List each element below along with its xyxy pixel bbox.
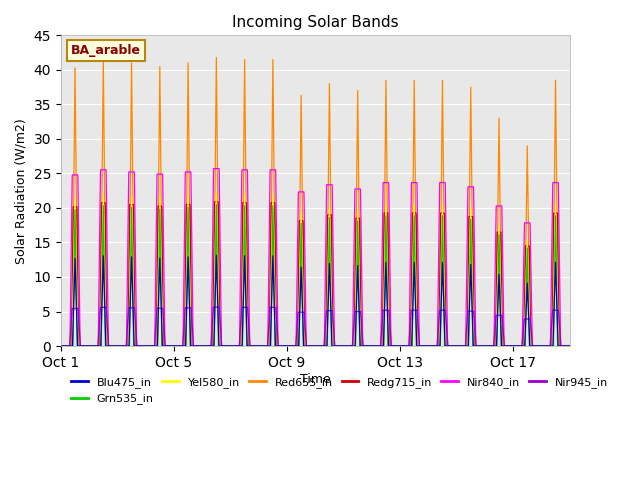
Text: BA_arable: BA_arable xyxy=(71,44,141,57)
Legend: Blu475_in, Grn535_in, Yel580_in, Red655_in, Redg715_in, Nir840_in, Nir945_in: Blu475_in, Grn535_in, Yel580_in, Red655_… xyxy=(67,372,612,409)
Y-axis label: Solar Radiation (W/m2): Solar Radiation (W/m2) xyxy=(15,118,28,264)
Title: Incoming Solar Bands: Incoming Solar Bands xyxy=(232,15,399,30)
X-axis label: Time: Time xyxy=(300,372,331,385)
